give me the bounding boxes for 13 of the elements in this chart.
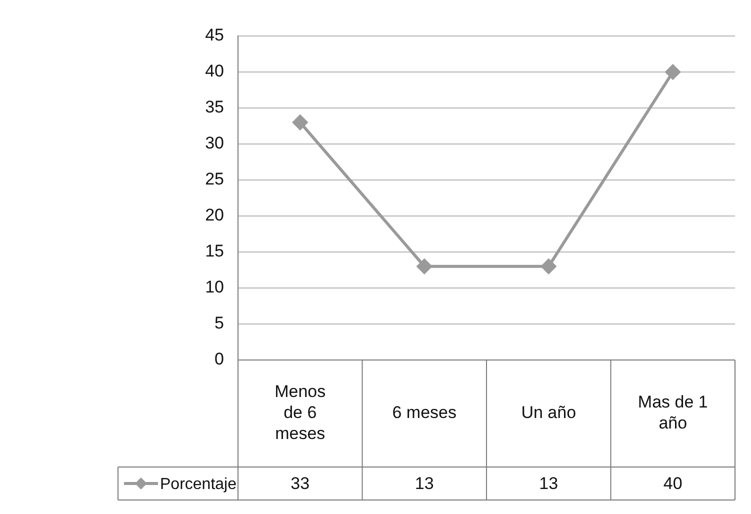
point [541, 258, 556, 274]
y-tick-label: 45 [205, 26, 224, 45]
point [292, 114, 308, 130]
y-tick-label: 20 [205, 206, 224, 225]
point [665, 64, 680, 80]
y-tick-label: 10 [205, 278, 224, 297]
y-tick-label: 40 [205, 62, 224, 81]
y-tick-label: 15 [205, 242, 224, 261]
y-tick-label: 35 [205, 98, 224, 117]
point [416, 258, 432, 274]
y-tick-label: 25 [205, 170, 224, 189]
y-tick-label: 30 [205, 134, 224, 153]
y-tick-label: 5 [214, 314, 224, 333]
